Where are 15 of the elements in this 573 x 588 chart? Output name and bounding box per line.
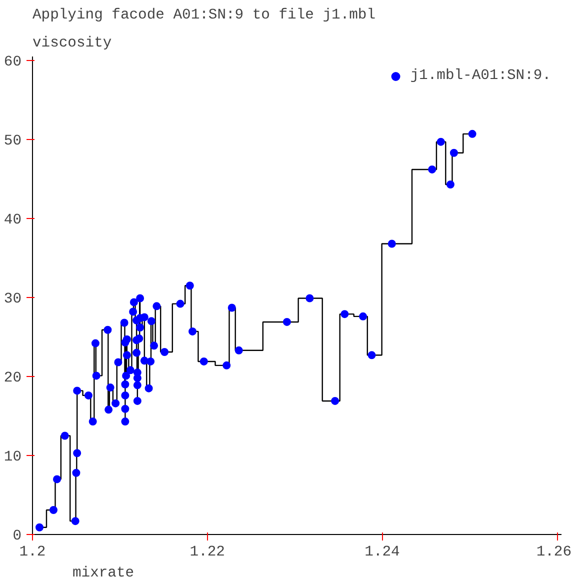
y-tick-label: 10 — [4, 449, 22, 466]
x-axis-title: mixrate — [72, 566, 134, 582]
y-tick-label: 20 — [4, 370, 22, 386]
x-tick-label: 1.22 — [190, 544, 225, 560]
y-axis-title: viscosity — [32, 36, 112, 52]
y-tick-label: 0 — [12, 528, 22, 544]
chart-title: Applying facode A01:SN:9 to file j1.mbl — [32, 8, 376, 24]
legend-label: j1.mbl-A01:SN:9. — [410, 68, 551, 84]
y-tick-label: 30 — [4, 291, 22, 308]
x-tick-label: 1.24 — [364, 544, 400, 560]
x-tick-label: 1.2 — [19, 544, 46, 560]
y-tick-label: 50 — [4, 133, 22, 150]
y-tick-label: 40 — [4, 212, 22, 228]
y-tick-label: 60 — [4, 54, 22, 70]
x-tick-label: 1.26 — [536, 544, 572, 560]
